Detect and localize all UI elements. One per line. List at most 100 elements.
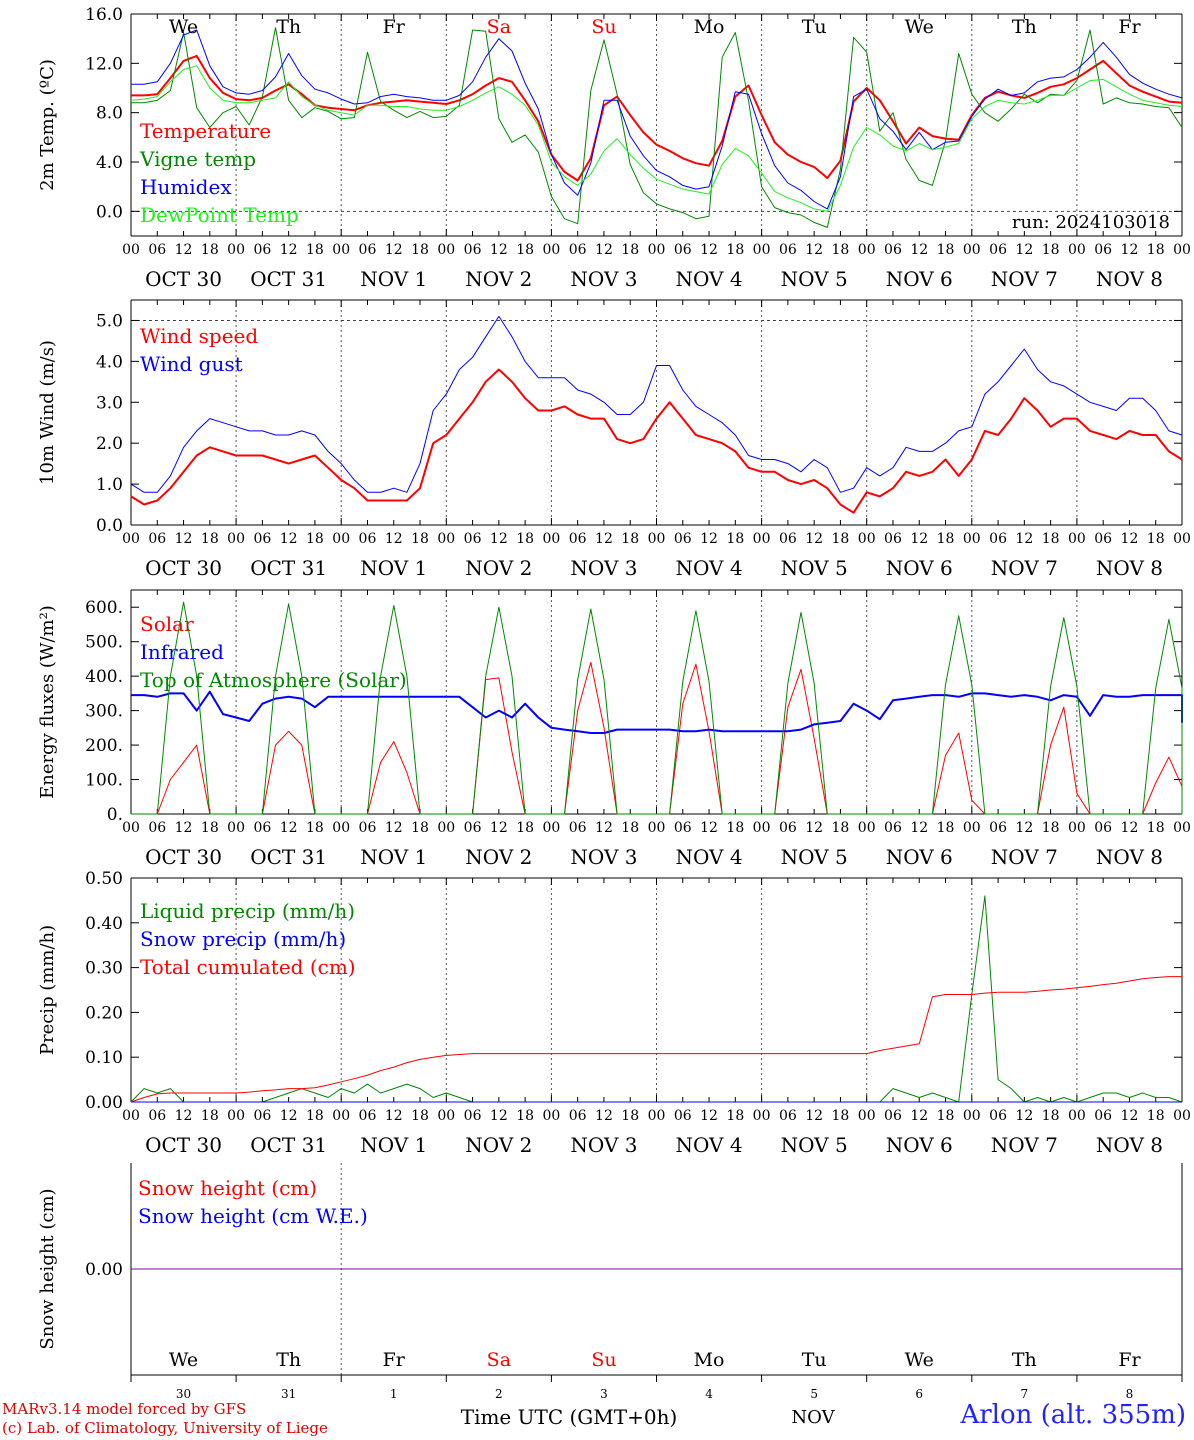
hour-tick-label: 12 (1121, 1108, 1139, 1124)
hour-tick-label: 18 (1042, 531, 1060, 547)
date-label: NOV 8 (1096, 556, 1163, 580)
hour-tick-label: 06 (359, 531, 377, 547)
date-label: NOV 3 (570, 1133, 637, 1157)
y-tick-label: 0.30 (85, 959, 123, 979)
hour-tick-label: 00 (648, 820, 666, 836)
day-of-week-label: Th (276, 16, 301, 38)
panel-2: 5.0 4.0 3.0 2.0 1.0 0.0 10m Wind (m/s) Wind spe… (37, 299, 1191, 580)
panel-5: 0.00 Snow height (cm) Snow height (cm) Snow… (37, 1163, 1183, 1429)
date-label: NOV 2 (465, 1133, 532, 1157)
hour-tick-label: 12 (805, 242, 823, 258)
hour-tick-label: 06 (1094, 242, 1112, 258)
hour-tick-label: 00 (753, 1108, 771, 1124)
date-label: NOV 5 (781, 1133, 848, 1157)
y-tick-label: 0.10 (85, 1048, 123, 1068)
date-label: NOV 7 (991, 1133, 1058, 1157)
hour-tick-label: 06 (253, 1108, 271, 1124)
hour-tick-label: 06 (779, 820, 797, 836)
hour-tick-label: 18 (201, 820, 219, 836)
hour-tick-label: 18 (832, 531, 850, 547)
hour-tick-label: 18 (411, 1108, 429, 1124)
hour-tick-label: 18 (937, 242, 955, 258)
hour-tick-label: 18 (726, 242, 744, 258)
hour-tick-label: 18 (832, 820, 850, 836)
hour-tick-label: 00 (963, 242, 981, 258)
legend-entry: Wind gust (140, 352, 243, 376)
hour-tick-label: 06 (1094, 531, 1112, 547)
date-label: OCT 30 (145, 556, 222, 580)
hour-tick-label: 18 (726, 820, 744, 836)
day-of-week-label: Mo (694, 16, 725, 38)
date-label: NOV 8 (1096, 845, 1163, 869)
date-label: NOV 8 (1096, 267, 1163, 291)
y-tick-label: 0. (107, 805, 123, 825)
y-tick-label: 200. (85, 736, 123, 756)
y-tick-label: 8.0 (96, 104, 123, 124)
hour-tick-label: 12 (490, 242, 508, 258)
hour-tick-label: 06 (359, 1108, 377, 1124)
bottom-day-label: Mo (694, 1349, 725, 1371)
hour-tick-label: 18 (832, 1108, 850, 1124)
hour-tick-label: 06 (674, 820, 692, 836)
hour-tick-label: 12 (385, 531, 403, 547)
model-credit-line1: MARv3.14 model forced by GFS (2, 1400, 247, 1418)
hour-tick-label: 06 (779, 242, 797, 258)
y-tick-label: 300. (85, 702, 123, 722)
hour-tick-label: 12 (595, 820, 613, 836)
date-label: NOV 4 (676, 1133, 743, 1157)
hour-tick-label: 18 (621, 820, 639, 836)
hour-tick-label: 06 (148, 531, 166, 547)
hour-tick-label: 06 (569, 242, 587, 258)
hour-tick-label: 00 (542, 1108, 560, 1124)
hour-tick-label: 00 (1068, 242, 1086, 258)
bottom-day-number: 4 (705, 1387, 713, 1401)
bottom-day-label: Th (276, 1349, 301, 1371)
hour-tick-label: 06 (989, 242, 1007, 258)
hour-tick-label: 00 (227, 820, 245, 836)
hour-tick-label: 06 (989, 531, 1007, 547)
hour-tick-label: 06 (884, 820, 902, 836)
y-tick-label: 5.0 (96, 311, 123, 331)
hour-tick-label: 12 (490, 531, 508, 547)
hour-tick-label: 18 (306, 242, 324, 258)
hour-tick-label: 00 (542, 820, 560, 836)
hour-tick-label: 00 (437, 820, 455, 836)
hour-tick-label: 00 (1068, 1108, 1086, 1124)
series-line-3 (131, 29, 1183, 210)
date-label: OCT 30 (145, 1133, 222, 1157)
legend-entry: Vigne temp (139, 147, 256, 171)
date-label: NOV 5 (781, 845, 848, 869)
date-label: NOV 3 (570, 556, 637, 580)
month-label: NOV (791, 1407, 835, 1428)
hour-tick-label: 12 (595, 1108, 613, 1124)
hour-tick-label: 18 (411, 242, 429, 258)
hour-tick-label: 06 (464, 820, 482, 836)
date-label: OCT 31 (250, 1133, 327, 1157)
hour-tick-label: 12 (280, 242, 298, 258)
series-line-4 (130, 65, 1183, 212)
bottom-day-number: 8 (1126, 1387, 1134, 1401)
y-tick-label: 0.0 (96, 202, 123, 222)
bottom-day-label: Tu (802, 1349, 827, 1371)
hour-tick-label: 06 (674, 1108, 692, 1124)
date-label: NOV 4 (676, 267, 743, 291)
hour-tick-label: 00 (332, 1108, 350, 1124)
hour-tick-label: 12 (910, 1108, 928, 1124)
hour-tick-label: 06 (779, 1108, 797, 1124)
hour-tick-label: 12 (175, 1108, 193, 1124)
hour-tick-label: 00 (1173, 1108, 1191, 1124)
hour-tick-label: 06 (464, 242, 482, 258)
hour-tick-label: 18 (201, 531, 219, 547)
date-label: NOV 6 (886, 556, 953, 580)
hour-tick-label: 12 (1015, 531, 1033, 547)
hour-tick-label: 00 (858, 820, 876, 836)
date-label: NOV 2 (465, 845, 532, 869)
hour-tick-label: 12 (280, 1108, 298, 1124)
legend-entry: Top of Atmosphere (Solar) (140, 668, 407, 692)
hour-tick-label: 18 (832, 242, 850, 258)
hour-tick-label: 00 (122, 1108, 140, 1124)
y-axis-label: 2m Temp. (ºC) (37, 59, 58, 191)
legend-entry: Total cumulated (cm) (140, 955, 356, 979)
legend-entry: Liquid precip (mm/h) (140, 899, 355, 923)
hour-tick-label: 12 (805, 1108, 823, 1124)
